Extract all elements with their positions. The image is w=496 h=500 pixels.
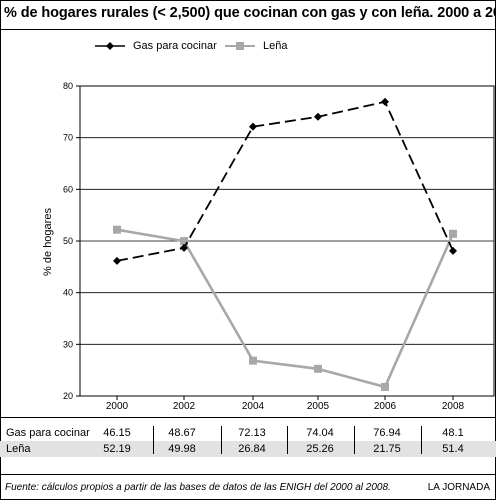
y-tick-label: 20 [63, 391, 73, 401]
table-row-gas: Gas para cocinar 46.15 48.67 72.13 74.04… [0, 425, 496, 441]
x-tick-label: 2004 [242, 401, 265, 412]
table-separator [354, 426, 355, 454]
plot-area-border [79, 85, 495, 397]
table-separator [287, 426, 288, 454]
brand-label: LA JORNADA [427, 482, 490, 493]
x-tick-label: 2005 [307, 401, 330, 412]
table-cell: 21.75 [373, 443, 401, 455]
table-cell: 48.67 [168, 427, 196, 439]
chart-title: % de hogares rurales (< 2,500) que cocin… [4, 5, 496, 21]
series-line [116, 100, 454, 262]
data-point [249, 356, 257, 365]
table-cell: 46.15 [103, 427, 131, 439]
table-cell: 26.84 [238, 443, 266, 455]
title-divider [0, 29, 496, 30]
y-tick-label: 80 [63, 81, 73, 91]
table-top-divider [0, 417, 496, 418]
x-tick-label: 2002 [173, 401, 196, 412]
data-point [381, 382, 389, 391]
table-separator [421, 426, 422, 454]
table-cell: 72.13 [238, 427, 266, 439]
legend-swatch-lena [225, 42, 255, 50]
source-note: Fuente: cálculos propios a partir de las… [5, 482, 391, 493]
table-row-lena: Leña 52.19 49.98 26.84 25.26 21.75 51.4 [0, 441, 496, 457]
x-tick-label: 2008 [442, 401, 465, 412]
table-cell: 52.19 [103, 443, 131, 455]
data-point [249, 122, 257, 131]
data-point [314, 112, 322, 121]
table-cell: 25.26 [306, 443, 334, 455]
data-point [449, 246, 457, 255]
data-point [180, 237, 188, 246]
data-point [449, 229, 457, 238]
table-cell: 74.04 [306, 427, 334, 439]
table-row-label: Gas para cocinar [6, 427, 90, 439]
footer-divider [0, 474, 496, 475]
legend-swatch-gas [95, 42, 125, 50]
table-separator [221, 426, 222, 454]
x-tick-label: 2000 [106, 401, 129, 412]
y-tick-label: 70 [63, 133, 73, 143]
table-cell: 76.94 [373, 427, 401, 439]
table-cell: 51.4 [442, 443, 464, 455]
y-axis-label: % de hogares [42, 208, 54, 276]
y-tick-label: 40 [63, 288, 73, 298]
table-cell: 48.1 [442, 427, 464, 439]
data-point [381, 97, 389, 106]
x-tick-label: 2006 [374, 401, 397, 412]
table-cell: 49.98 [168, 443, 196, 455]
y-tick-label: 30 [63, 339, 73, 349]
data-point [314, 364, 322, 373]
data-point [113, 256, 121, 265]
data-point [180, 243, 188, 252]
series-line [116, 228, 455, 389]
data-point [113, 225, 121, 234]
legend-item-lena: Leña [223, 40, 287, 52]
legend-label-lena: Leña [263, 40, 288, 52]
table-row-label: Leña [6, 443, 31, 455]
table-separator [153, 426, 154, 454]
legend-item-gas: Gas para cocinar [93, 40, 217, 52]
y-tick-label: 60 [63, 184, 73, 194]
legend-label-gas: Gas para cocinar [133, 40, 217, 52]
y-tick-label: 50 [63, 236, 73, 246]
